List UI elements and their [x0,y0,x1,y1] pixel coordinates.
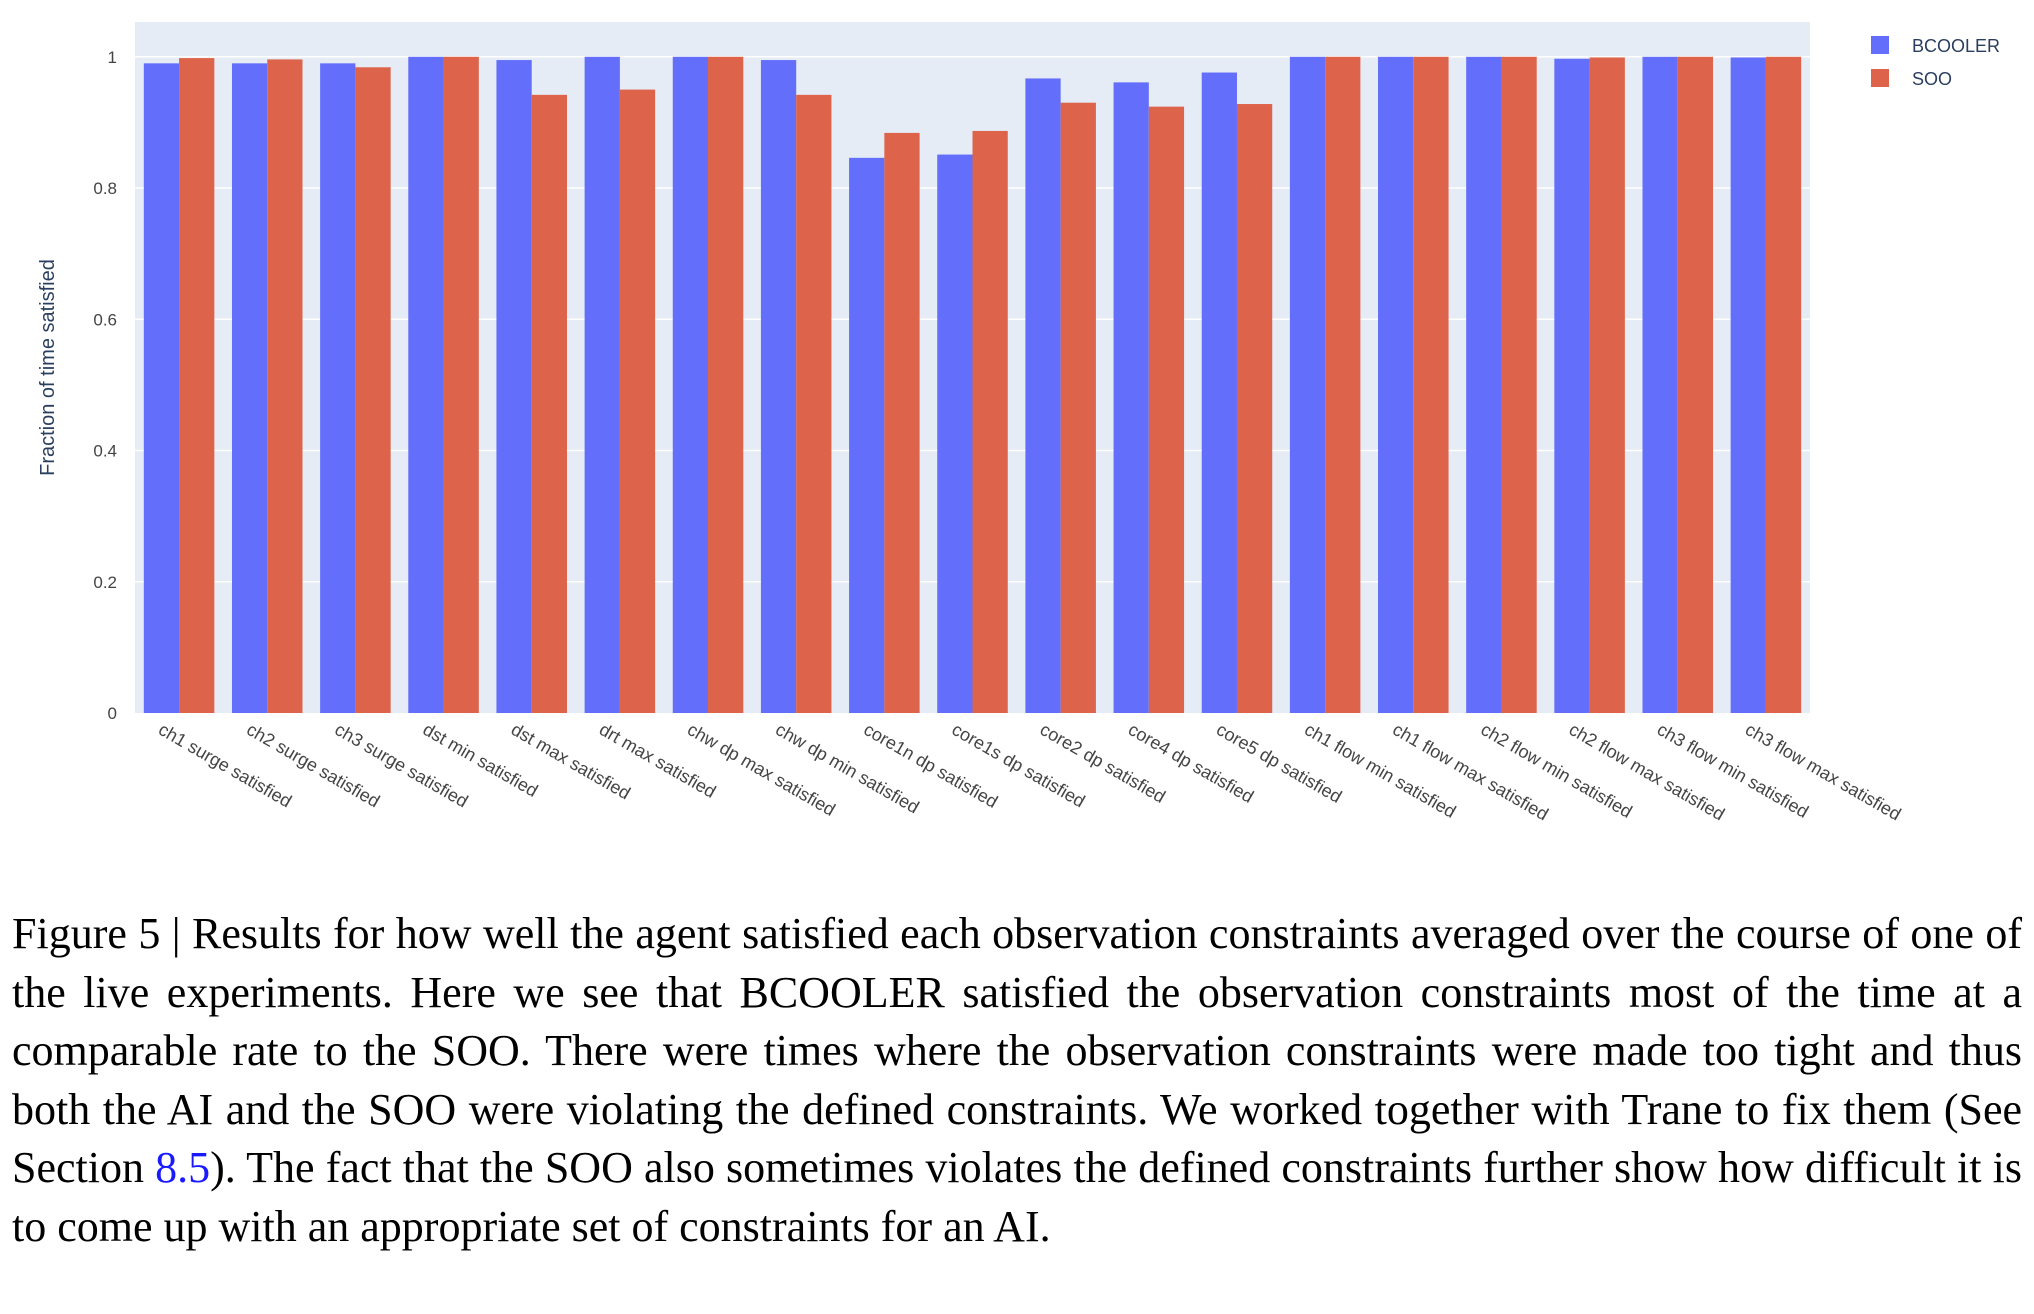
bar-soo [619,89,656,713]
x-tick-label: ch3 flow max satisfied [1742,719,1904,824]
y-axis-ticks: 0 0.2 0.4 0.6 0.8 1 [93,48,117,723]
bar-soo [1765,56,1802,714]
bar-bcooler [584,56,620,714]
bar-bcooler [1554,58,1590,713]
bar-soo [1060,102,1096,714]
bar-bcooler [1289,56,1326,714]
y-tick-label: 1 [108,48,117,67]
x-tick-label: ch2 flow max satisfied [1566,719,1728,824]
bar-soo [972,130,1008,714]
caption-text-end: ). The fact that the SOO also sometimes … [12,1143,2023,1251]
bar-bcooler [1730,57,1766,713]
legend[interactable]: BCOOLER SOO [1871,36,2000,89]
bar-soo [1236,104,1273,714]
bar-bcooler [143,63,180,714]
bar-soo [1148,106,1185,714]
bar-soo [1501,56,1537,714]
x-tick-label: ch3 flow min satisfied [1654,719,1812,822]
bar-soo [884,132,920,713]
bar-bcooler [760,60,797,713]
bar-bcooler [849,157,885,714]
legend-swatch [1871,36,1889,54]
legend-label: SOO [1912,69,1952,89]
legend-swatch [1871,69,1889,87]
y-tick-label: 0.6 [93,310,117,329]
section-reference-link[interactable]: 8.5 [155,1143,211,1192]
bar-soo [796,94,832,713]
bar-soo [1589,57,1625,713]
bar-bcooler [496,60,532,713]
bar-soo [1413,56,1449,714]
bar-soo [355,67,391,714]
bar-bcooler [408,56,444,714]
y-tick-label: 0.4 [93,442,117,461]
y-axis-title: Fraction of time satisfied [37,259,59,476]
x-tick-label: chw dp max satisfied [684,719,839,820]
x-tick-label: chw dp min satisfied [772,719,922,817]
x-tick-label: ch2 flow min satisfied [1477,719,1635,822]
bar-soo [1677,56,1714,714]
bar-soo [531,94,567,713]
figure-caption: Figure 5 | Results for how well the agen… [12,905,2022,1256]
bar-soo [708,56,744,714]
bar-bcooler [320,63,356,714]
bar-bcooler [1642,56,1678,714]
bar-bcooler [1201,72,1237,714]
bar-soo [179,58,215,714]
bars [143,56,1802,714]
y-tick-label: 0.8 [93,179,117,198]
bar-bcooler [672,56,709,714]
caption-text-start: Figure 5 | Results for how well the agen… [12,909,2022,1192]
bar-bcooler [1466,56,1502,714]
bar-bcooler [1378,56,1414,714]
bar-soo [1325,56,1361,714]
bar-bcooler [1025,78,1061,714]
y-tick-label: 0.2 [93,573,117,592]
x-tick-label: ch1 flow min satisfied [1301,719,1459,822]
y-tick-label: 0 [108,704,117,723]
bar-bcooler [937,154,973,713]
bar-soo [267,59,303,714]
legend-label: BCOOLER [1912,36,2000,56]
bar-bcooler [1113,82,1149,714]
bar-bcooler [231,63,268,714]
bar-soo [443,56,479,714]
x-tick-label: ch1 flow max satisfied [1389,719,1551,824]
